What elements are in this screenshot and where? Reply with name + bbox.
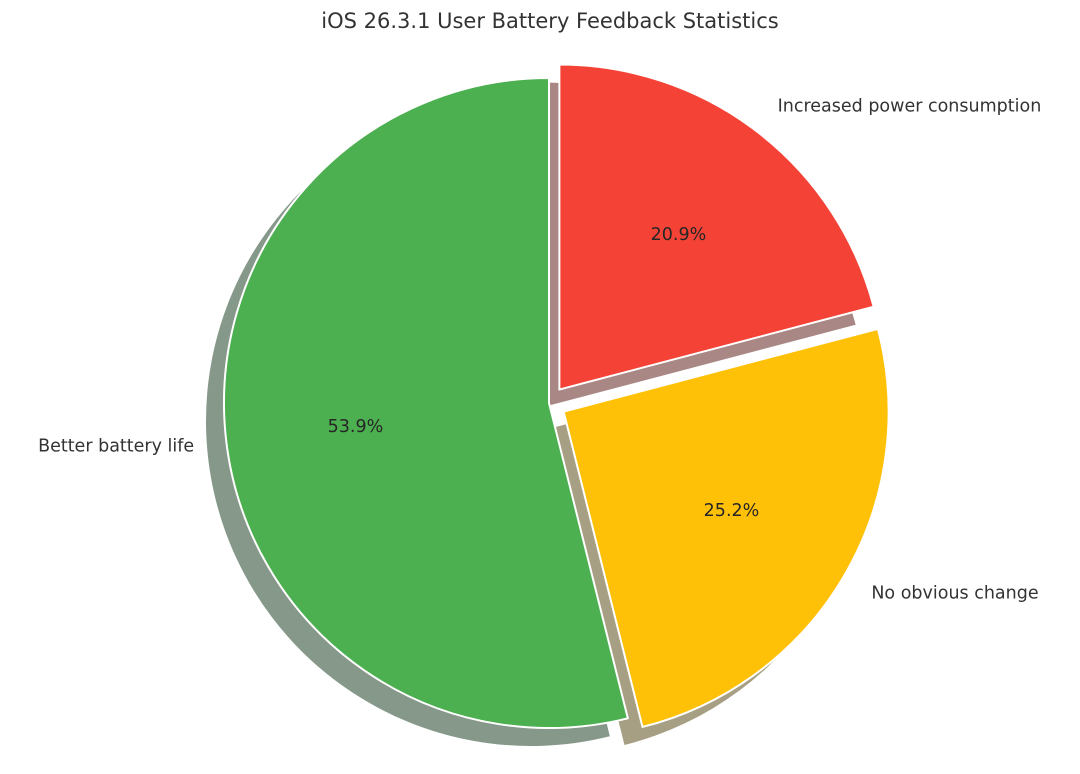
slice-layer bbox=[223, 63, 890, 729]
chart-title: iOS 26.3.1 User Battery Feedback Statist… bbox=[321, 9, 779, 33]
slice-percent-better-battery-life: 53.9% bbox=[328, 417, 384, 437]
slice-label-increased-power-consumption: Increased power consumption bbox=[778, 96, 1042, 116]
pie-slice-better-battery-life bbox=[223, 77, 629, 729]
slice-label-better-battery-life: Better battery life bbox=[38, 437, 194, 457]
slice-label-no-obvious-change: No obvious change bbox=[871, 584, 1038, 604]
text-layer: Better battery life 53.9% No obvious chang… bbox=[38, 96, 1041, 603]
slice-percent-no-obvious-change: 25.2% bbox=[704, 501, 760, 521]
pie-slice-increased-power-consumption bbox=[558, 63, 875, 391]
pie-slice-no-obvious-change bbox=[562, 327, 890, 728]
slice-percent-increased-power-consumption: 20.9% bbox=[651, 225, 707, 245]
